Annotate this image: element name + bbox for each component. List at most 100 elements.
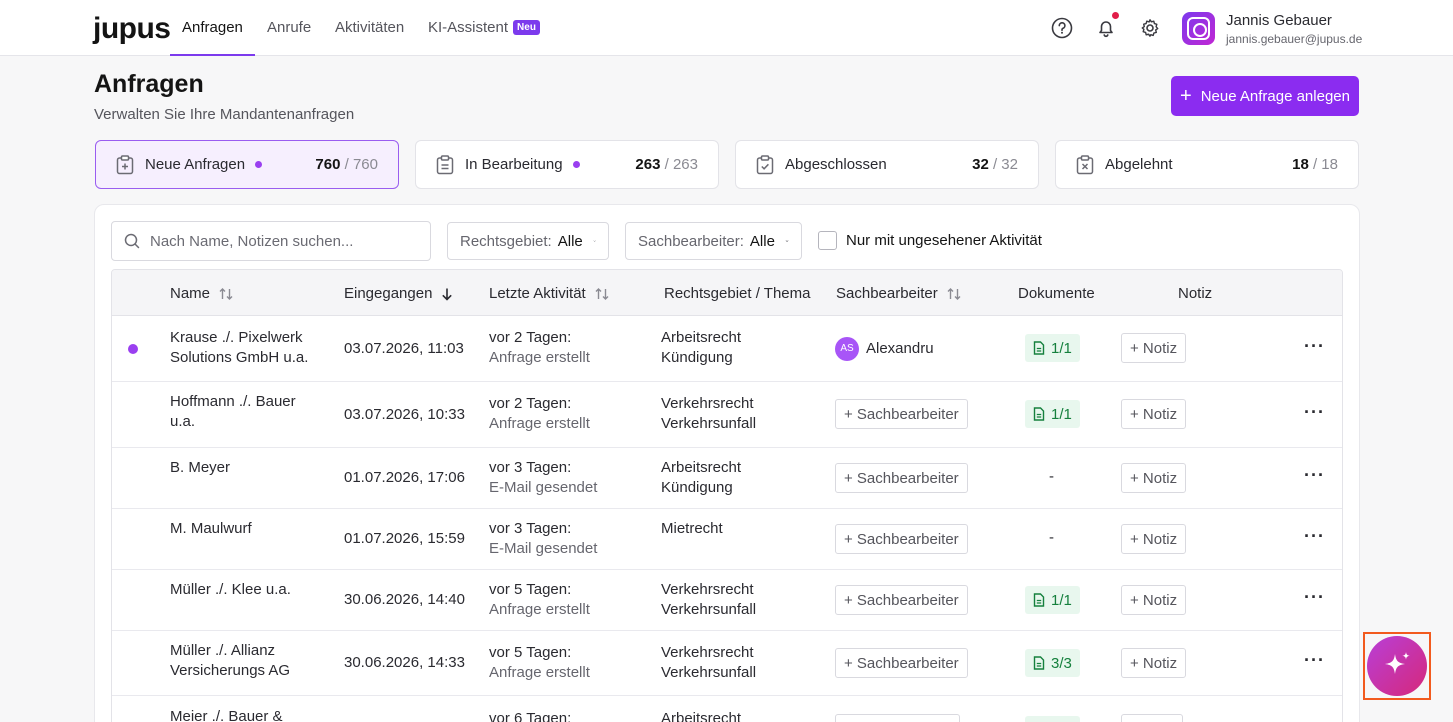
status-card-in-bearbeitung[interactable]: In Bearbeitung 263 / 263 xyxy=(415,140,719,189)
search-icon xyxy=(124,233,140,249)
row-received: 03.07.2026, 11:03 xyxy=(344,340,464,357)
notification-dot xyxy=(1112,12,1119,19)
add-note-button[interactable]: + Notiz xyxy=(1121,333,1187,363)
clipboard-check-icon xyxy=(756,154,774,174)
column-header-area: Rechtsgebiet / Thema xyxy=(664,285,811,302)
unseen-dot xyxy=(255,161,263,168)
table-header: Name Eingegangen Letzte Aktivität Rechts… xyxy=(112,270,1342,316)
add-note-button[interactable]: + Notiz xyxy=(1121,399,1187,429)
table-row[interactable]: Müller ./. Klee u.a. 30.06.2026, 14:40 v… xyxy=(112,570,1342,631)
table-row[interactable]: Krause ./. Pixelwerk Solutions GmbH u.a. … xyxy=(112,316,1342,382)
status-card-abgelehnt[interactable]: Abgelehnt 18 / 18 xyxy=(1055,140,1359,189)
user-name[interactable]: Jannis Gebauer xyxy=(1226,12,1332,29)
ai-button-highlight xyxy=(1363,632,1431,700)
row-last-activity: vor 3 Tagen: E-Mail gesendet xyxy=(489,459,598,496)
row-area: Arbeitsrecht Kündigung xyxy=(661,459,742,496)
add-note-button[interactable]: + Notiz xyxy=(1121,463,1187,493)
row-assignee[interactable]: AS Alexandru xyxy=(835,337,934,361)
table-row[interactable]: Meier ./. Bauer & vor 6 Tagen: Arbeitsre… xyxy=(112,696,1342,722)
row-received: 30.06.2026, 14:40 xyxy=(344,591,465,608)
clerk-filter-select[interactable]: Sachbearbeiter: Alle xyxy=(625,222,802,260)
more-options-icon[interactable]: ··· xyxy=(1304,402,1325,422)
chevron-down-icon xyxy=(785,240,789,243)
column-header-last-activity[interactable]: Letzte Aktivität xyxy=(489,285,610,302)
row-area: Arbeitsrecht Kündigung xyxy=(661,329,742,366)
unseen-activity-checkbox[interactable] xyxy=(818,231,837,250)
table-row[interactable]: B. Meyer 01.07.2026, 17:06 vor 3 Tagen: E… xyxy=(112,448,1342,509)
plus-icon: + xyxy=(1180,85,1192,107)
row-received: 30.06.2026, 14:33 xyxy=(344,654,465,671)
nav-ki-assistent[interactable]: KI-Assistent Neu xyxy=(428,19,540,56)
status-card-neue-anfragen[interactable]: Neue Anfragen 760 / 760 xyxy=(95,140,399,189)
row-name: B. Meyer xyxy=(170,459,231,476)
more-options-icon[interactable]: ··· xyxy=(1304,587,1325,607)
bell-icon[interactable] xyxy=(1095,17,1117,39)
new-request-button[interactable]: + Neue Anfrage anlegen xyxy=(1171,76,1359,116)
documents-badge[interactable]: 1/1 xyxy=(1025,400,1080,428)
clipboard-x-icon xyxy=(1076,154,1094,174)
document-icon xyxy=(1033,593,1045,607)
row-area: Mietrecht xyxy=(661,520,723,537)
add-clerk-button[interactable]: + Sachbearbeiter xyxy=(835,648,968,678)
row-last-activity: vor 5 Tagen: Anfrage erstellt xyxy=(489,581,590,618)
unseen-activity-filter[interactable]: Nur mit ungesehener Aktivität xyxy=(818,231,1042,250)
nav-aktivitaeten[interactable]: Aktivitäten xyxy=(335,19,405,36)
status-card-label: Neue Anfragen xyxy=(145,156,246,173)
brand-logo[interactable]: jupus xyxy=(93,12,171,45)
nav-anfragen[interactable]: Anfragen xyxy=(170,19,255,56)
page-subtitle: Verwalten Sie Ihre Mandantenanfragen xyxy=(94,106,355,123)
more-options-icon[interactable]: ··· xyxy=(1304,526,1325,546)
more-options-icon[interactable]: ··· xyxy=(1304,650,1325,670)
table-row[interactable]: Müller ./. Allianz Versicherungs AG 30.06… xyxy=(112,631,1342,696)
add-note-button[interactable]: + Notiz xyxy=(1121,585,1187,615)
column-header-name[interactable]: Name xyxy=(170,285,234,302)
more-options-icon[interactable]: ··· xyxy=(1304,336,1325,356)
sort-icon xyxy=(595,287,609,300)
table-row[interactable]: Hoffmann ./. Bauer u.a. 03.07.2026, 10:33… xyxy=(112,382,1342,448)
column-header-clerk[interactable]: Sachbearbeiter xyxy=(836,285,962,302)
add-note-button[interactable]: + Notiz xyxy=(1121,524,1187,554)
add-note-button[interactable]: + Notiz xyxy=(1121,648,1187,678)
area-filter-select[interactable]: Rechtsgebiet: Alle xyxy=(447,222,609,260)
status-card-abgeschlossen[interactable]: Abgeschlossen 32 / 32 xyxy=(735,140,1039,189)
row-name: Müller ./. Klee u.a. xyxy=(170,581,291,598)
ai-assistant-button[interactable] xyxy=(1367,636,1427,696)
documents-badge[interactable] xyxy=(1025,716,1080,722)
search-input[interactable] xyxy=(150,232,410,250)
area-filter-value: Alle xyxy=(557,232,583,250)
documents-badge[interactable]: 1/1 xyxy=(1025,586,1080,614)
documents-empty: - xyxy=(1049,529,1054,546)
more-options-icon[interactable]: ··· xyxy=(1304,465,1325,485)
add-note-button[interactable] xyxy=(1121,714,1183,722)
row-name: Hoffmann ./. Bauer u.a. xyxy=(170,393,296,430)
row-area: Arbeitsrecht xyxy=(661,710,742,722)
add-clerk-button[interactable]: + Sachbearbeiter xyxy=(835,463,968,493)
add-clerk-button[interactable]: + Sachbearbeiter xyxy=(835,524,968,554)
table-row[interactable]: M. Maulwurf 01.07.2026, 15:59 vor 3 Tage… xyxy=(112,509,1342,570)
help-icon[interactable] xyxy=(1051,17,1073,39)
row-last-activity: vor 3 Tagen: E-Mail gesendet xyxy=(489,520,598,557)
add-clerk-button[interactable] xyxy=(835,714,960,722)
documents-badge[interactable]: 3/3 xyxy=(1025,649,1080,677)
clipboard-plus-icon xyxy=(116,154,134,174)
nav-anrufe[interactable]: Anrufe xyxy=(267,19,312,36)
column-header-received[interactable]: Eingegangen xyxy=(344,285,454,302)
documents-badge[interactable]: 1/1 xyxy=(1025,334,1080,362)
sparkle-icon xyxy=(1385,652,1410,674)
unseen-activity-label: Nur mit ungesehener Aktivität xyxy=(846,232,1042,249)
requests-table: Name Eingegangen Letzte Aktivität Rechts… xyxy=(111,269,1343,722)
row-last-activity: vor 6 Tagen: xyxy=(489,710,572,722)
gear-icon[interactable] xyxy=(1139,17,1161,39)
sort-icon xyxy=(947,287,961,300)
row-received: 01.07.2026, 15:59 xyxy=(344,530,465,547)
clerk-filter-value: Alle xyxy=(749,232,775,250)
row-received: 03.07.2026, 10:33 xyxy=(344,406,465,423)
row-area: Verkehrsrecht Verkehrsunfall xyxy=(661,395,757,432)
search-box[interactable] xyxy=(111,221,431,261)
page-title: Anfragen xyxy=(94,70,204,98)
clerk-filter-label: Sachbearbeiter: xyxy=(638,232,744,250)
add-clerk-button[interactable]: + Sachbearbeiter xyxy=(835,399,968,429)
user-avatar[interactable] xyxy=(1182,12,1215,45)
add-clerk-button[interactable]: + Sachbearbeiter xyxy=(835,585,968,615)
column-header-documents: Dokumente xyxy=(1018,285,1095,302)
